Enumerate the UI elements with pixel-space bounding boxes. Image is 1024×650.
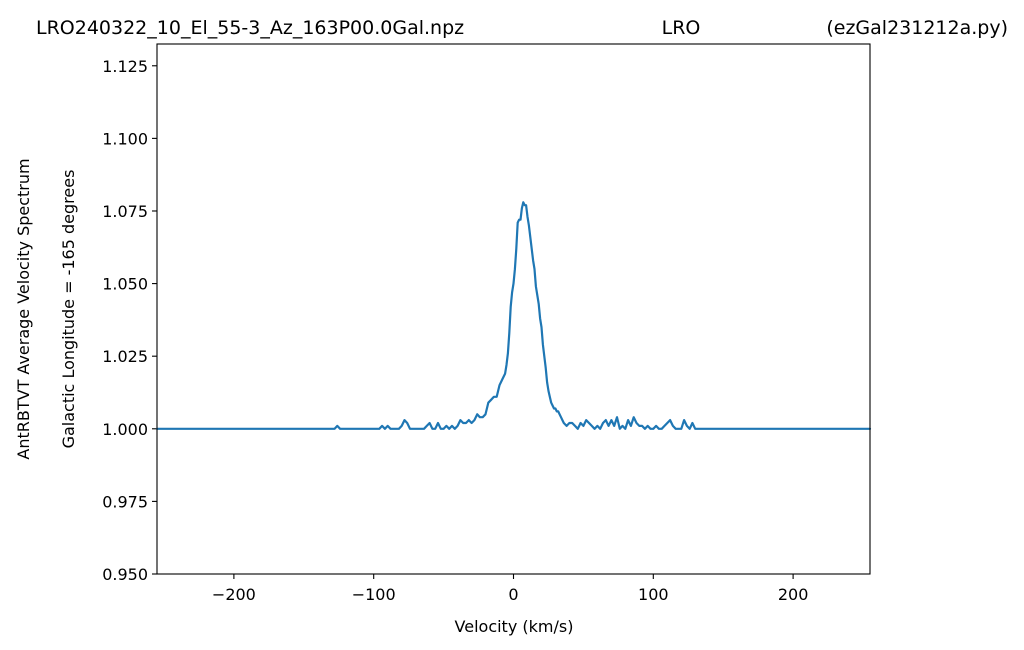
y-tick-label: 1.025 — [102, 347, 148, 366]
y-axis-label: AntRBTVT Average Velocity Spectrum — [14, 158, 33, 459]
y-tick-label: 1.000 — [102, 420, 148, 439]
y-tick-label: 0.975 — [102, 492, 148, 511]
y-tick-label: 1.125 — [102, 57, 148, 76]
y-axis-ticks: 0.950 0.975 1.000 1.025 1.050 1.075 1.100 1.125 — [102, 57, 157, 584]
x-tick-label: 100 — [638, 585, 669, 604]
y-tick-label: 1.075 — [102, 202, 148, 221]
x-axis-ticks: −200 −100 0 100 200 — [212, 574, 808, 604]
x-tick-label: 200 — [778, 585, 809, 604]
y-tick-label: 0.950 — [102, 565, 148, 584]
x-tick-label: 0 — [508, 585, 518, 604]
x-tick-label: −200 — [212, 585, 256, 604]
y-tick-label: 1.100 — [102, 129, 148, 148]
spectrum-line — [155, 201, 872, 430]
x-axis-label: Velocity (km/s) — [455, 617, 574, 636]
y-axis-label-secondary: Galactic Longitude = -165 degrees — [59, 170, 78, 449]
header-script: (ezGal231212a.py) — [826, 17, 1008, 39]
header-filename: LRO240322_10_El_55-3_Az_163P00.0Gal.npz — [36, 17, 464, 39]
y-tick-label: 1.050 — [102, 275, 148, 294]
plot-frame — [156, 43, 871, 575]
header-observatory: LRO — [662, 17, 701, 39]
x-tick-label: −100 — [352, 585, 396, 604]
